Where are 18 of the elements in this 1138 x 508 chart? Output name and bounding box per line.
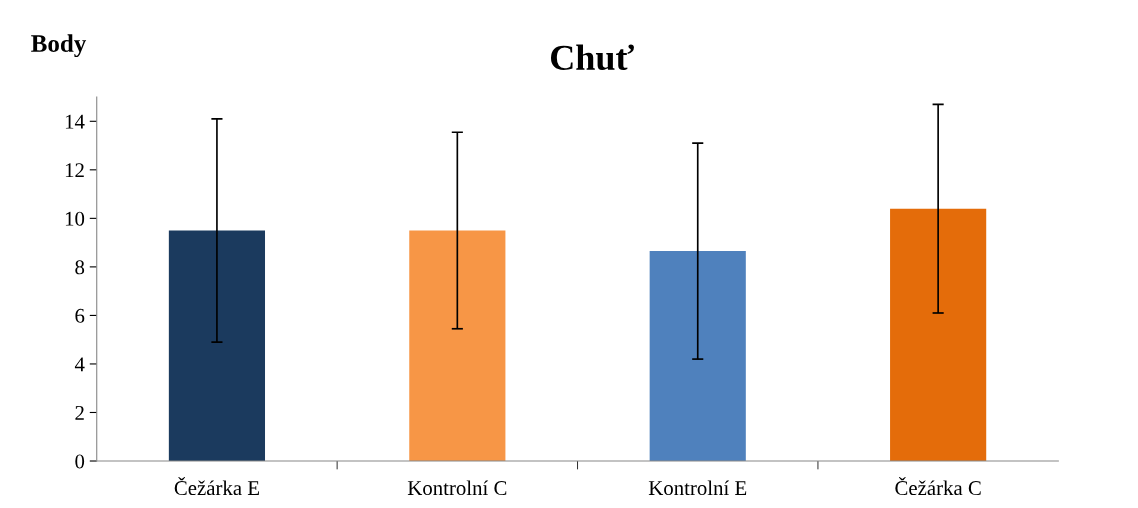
x-tick-label: Kontrolní E bbox=[648, 480, 747, 496]
y-tick-label: 6 bbox=[75, 308, 85, 323]
y-axis-title: Body bbox=[31, 34, 87, 58]
y-tick-label: 8 bbox=[75, 260, 85, 275]
y-tick-label: 0 bbox=[75, 454, 85, 469]
y-tick-label: 10 bbox=[65, 211, 85, 226]
y-tick-label: 12 bbox=[65, 163, 84, 178]
x-tick-label: Čežárka C bbox=[895, 477, 981, 496]
y-tick-label: 2 bbox=[75, 405, 84, 420]
bar bbox=[409, 230, 506, 462]
x-tick-label: Kontrolní C bbox=[407, 480, 507, 496]
y-tick-label: 14 bbox=[65, 114, 85, 129]
x-tick-label: Čežárka E bbox=[174, 477, 259, 496]
bar bbox=[649, 251, 746, 462]
y-tick-label: 4 bbox=[74, 357, 85, 372]
bar bbox=[890, 208, 987, 462]
chart-title: Chuť bbox=[551, 44, 634, 71]
bar bbox=[168, 230, 266, 462]
